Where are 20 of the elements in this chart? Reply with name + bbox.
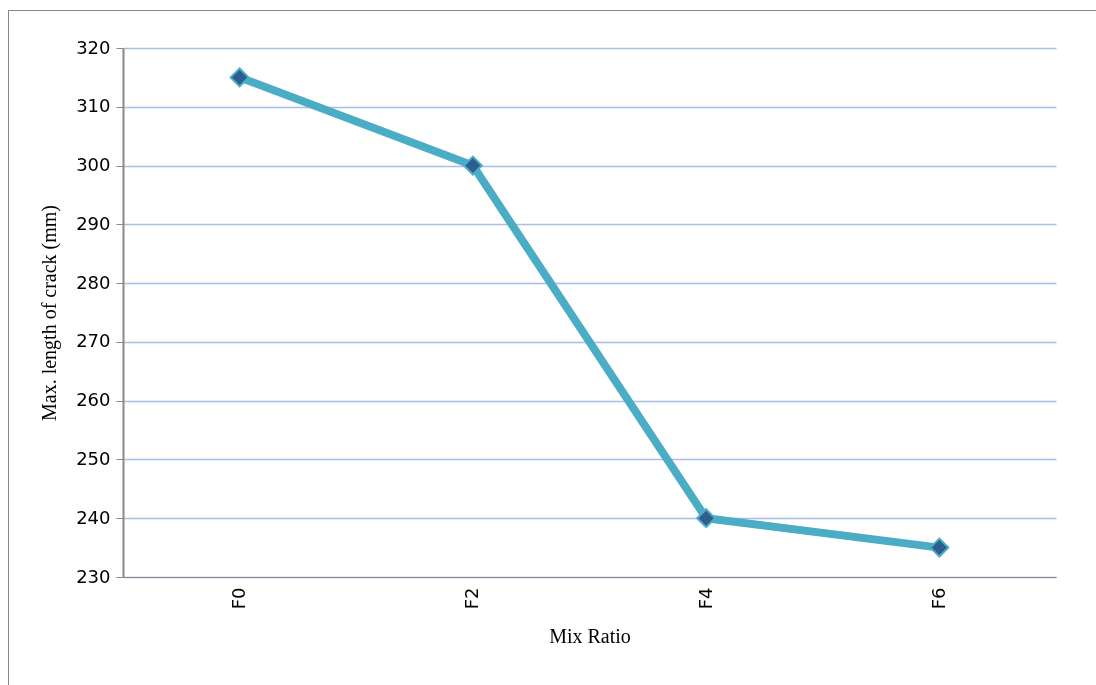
x-axis-title: Mix Ratio (549, 625, 631, 648)
x-tick-label: F0 (228, 587, 250, 610)
x-tick-label: F2 (461, 587, 483, 610)
point (229, 67, 250, 88)
x-tick-label: F4 (694, 587, 716, 610)
y-tick-label: 240 (76, 506, 111, 528)
y-tick-label: 310 (76, 95, 111, 117)
point (462, 155, 483, 176)
y-tick-label: 290 (76, 212, 111, 234)
point (696, 508, 717, 529)
y-tick-label: 280 (76, 271, 111, 293)
y-tick-label: 250 (76, 447, 111, 469)
y-tick-label: 300 (76, 154, 111, 176)
point (929, 537, 950, 558)
y-tick-label: 320 (76, 36, 111, 58)
y-tick-label: 260 (76, 389, 111, 411)
x-tick-label: F6 (927, 587, 949, 610)
y-tick-label: 230 (76, 565, 111, 587)
y-axis-title: Max. length of crack (mm) (38, 204, 62, 422)
y-tick-label: 270 (76, 330, 111, 352)
